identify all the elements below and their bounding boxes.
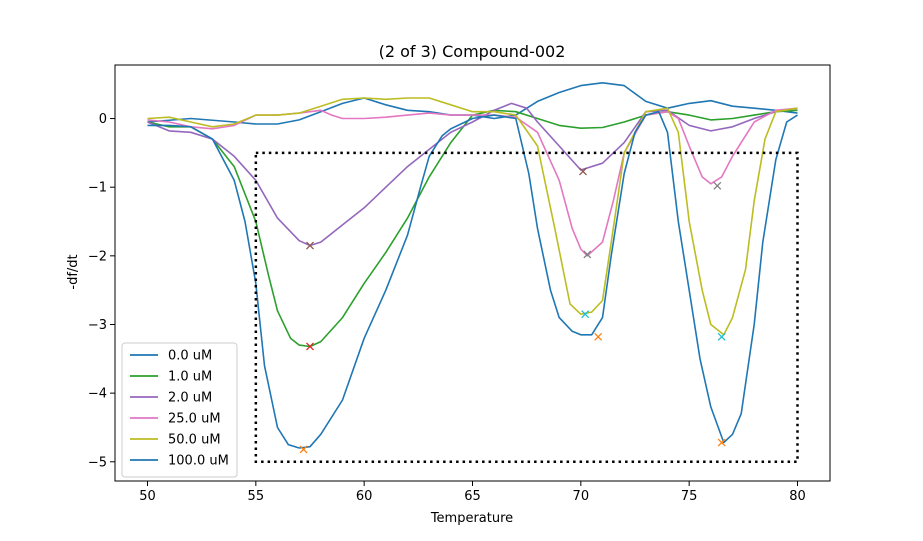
legend: 0.0 uM 1.0 uM 2.0 uM 25.0 uM 50.0 uM 100.0 uM bbox=[121, 342, 238, 478]
series-line-5 bbox=[147, 110, 798, 449]
y-tick-label: −5 bbox=[88, 455, 107, 470]
peak-marker bbox=[717, 438, 726, 447]
series-line-0 bbox=[147, 82, 798, 125]
peak-marker bbox=[581, 310, 590, 319]
peak-marker-stroke bbox=[717, 332, 726, 341]
y-tick-label: −2 bbox=[88, 249, 107, 264]
y-tick-label: −4 bbox=[88, 387, 107, 402]
series-line-4 bbox=[147, 97, 798, 336]
peak-marker-stroke bbox=[579, 167, 587, 176]
peak-marker bbox=[594, 332, 603, 341]
legend-label: 50.0 uM bbox=[168, 433, 221, 448]
peak-marker bbox=[717, 332, 726, 341]
series-line-2 bbox=[147, 102, 798, 247]
y-axis: 0 −1 −2 −3 −4 −5 bbox=[88, 112, 115, 470]
peak-marker-stroke bbox=[594, 332, 603, 341]
legend-label: 100.0 uM bbox=[168, 454, 229, 469]
series-line-3 bbox=[147, 107, 798, 257]
peak-marker-stroke bbox=[583, 250, 592, 259]
x-tick-label: 75 bbox=[681, 489, 698, 504]
x-tick-label: 50 bbox=[139, 489, 156, 504]
y-tick-label: −3 bbox=[88, 318, 107, 333]
x-axis-label: Temperature bbox=[430, 511, 513, 526]
peak-marker-stroke bbox=[306, 241, 314, 250]
peak-marker bbox=[583, 250, 592, 259]
peak-marker-stroke bbox=[306, 342, 314, 351]
peak-marker bbox=[306, 342, 314, 351]
y-tick-label: 0 bbox=[99, 112, 107, 127]
legend-label: 25.0 uM bbox=[168, 412, 221, 427]
legend-label: 0.0 uM bbox=[168, 349, 212, 364]
peak-marker-stroke bbox=[713, 181, 722, 190]
x-tick-label: 55 bbox=[248, 489, 265, 504]
peak-marker-stroke bbox=[581, 310, 590, 319]
x-tick-label: 65 bbox=[464, 489, 481, 504]
chart-title: (2 of 3) Compound-002 bbox=[379, 42, 566, 61]
series-line-1 bbox=[147, 109, 798, 348]
legend-label: 1.0 uM bbox=[168, 370, 212, 385]
peak-marker bbox=[579, 167, 587, 176]
plot-area bbox=[114, 64, 831, 482]
peak-marker bbox=[713, 181, 722, 190]
legend-label: 2.0 uM bbox=[168, 391, 212, 406]
x-tick-label: 60 bbox=[356, 489, 373, 504]
peak-marker bbox=[306, 241, 314, 250]
x-tick-label: 80 bbox=[789, 489, 806, 504]
x-axis: 50 55 60 65 70 75 80 bbox=[139, 481, 806, 504]
peak-marker bbox=[299, 445, 308, 454]
region-box bbox=[254, 151, 799, 464]
peak-marker-stroke bbox=[717, 438, 726, 447]
peak-marker-stroke bbox=[299, 445, 308, 454]
y-tick-label: −1 bbox=[88, 181, 107, 196]
y-axis-label: -df/dt bbox=[66, 254, 81, 289]
x-tick-label: 70 bbox=[573, 489, 590, 504]
